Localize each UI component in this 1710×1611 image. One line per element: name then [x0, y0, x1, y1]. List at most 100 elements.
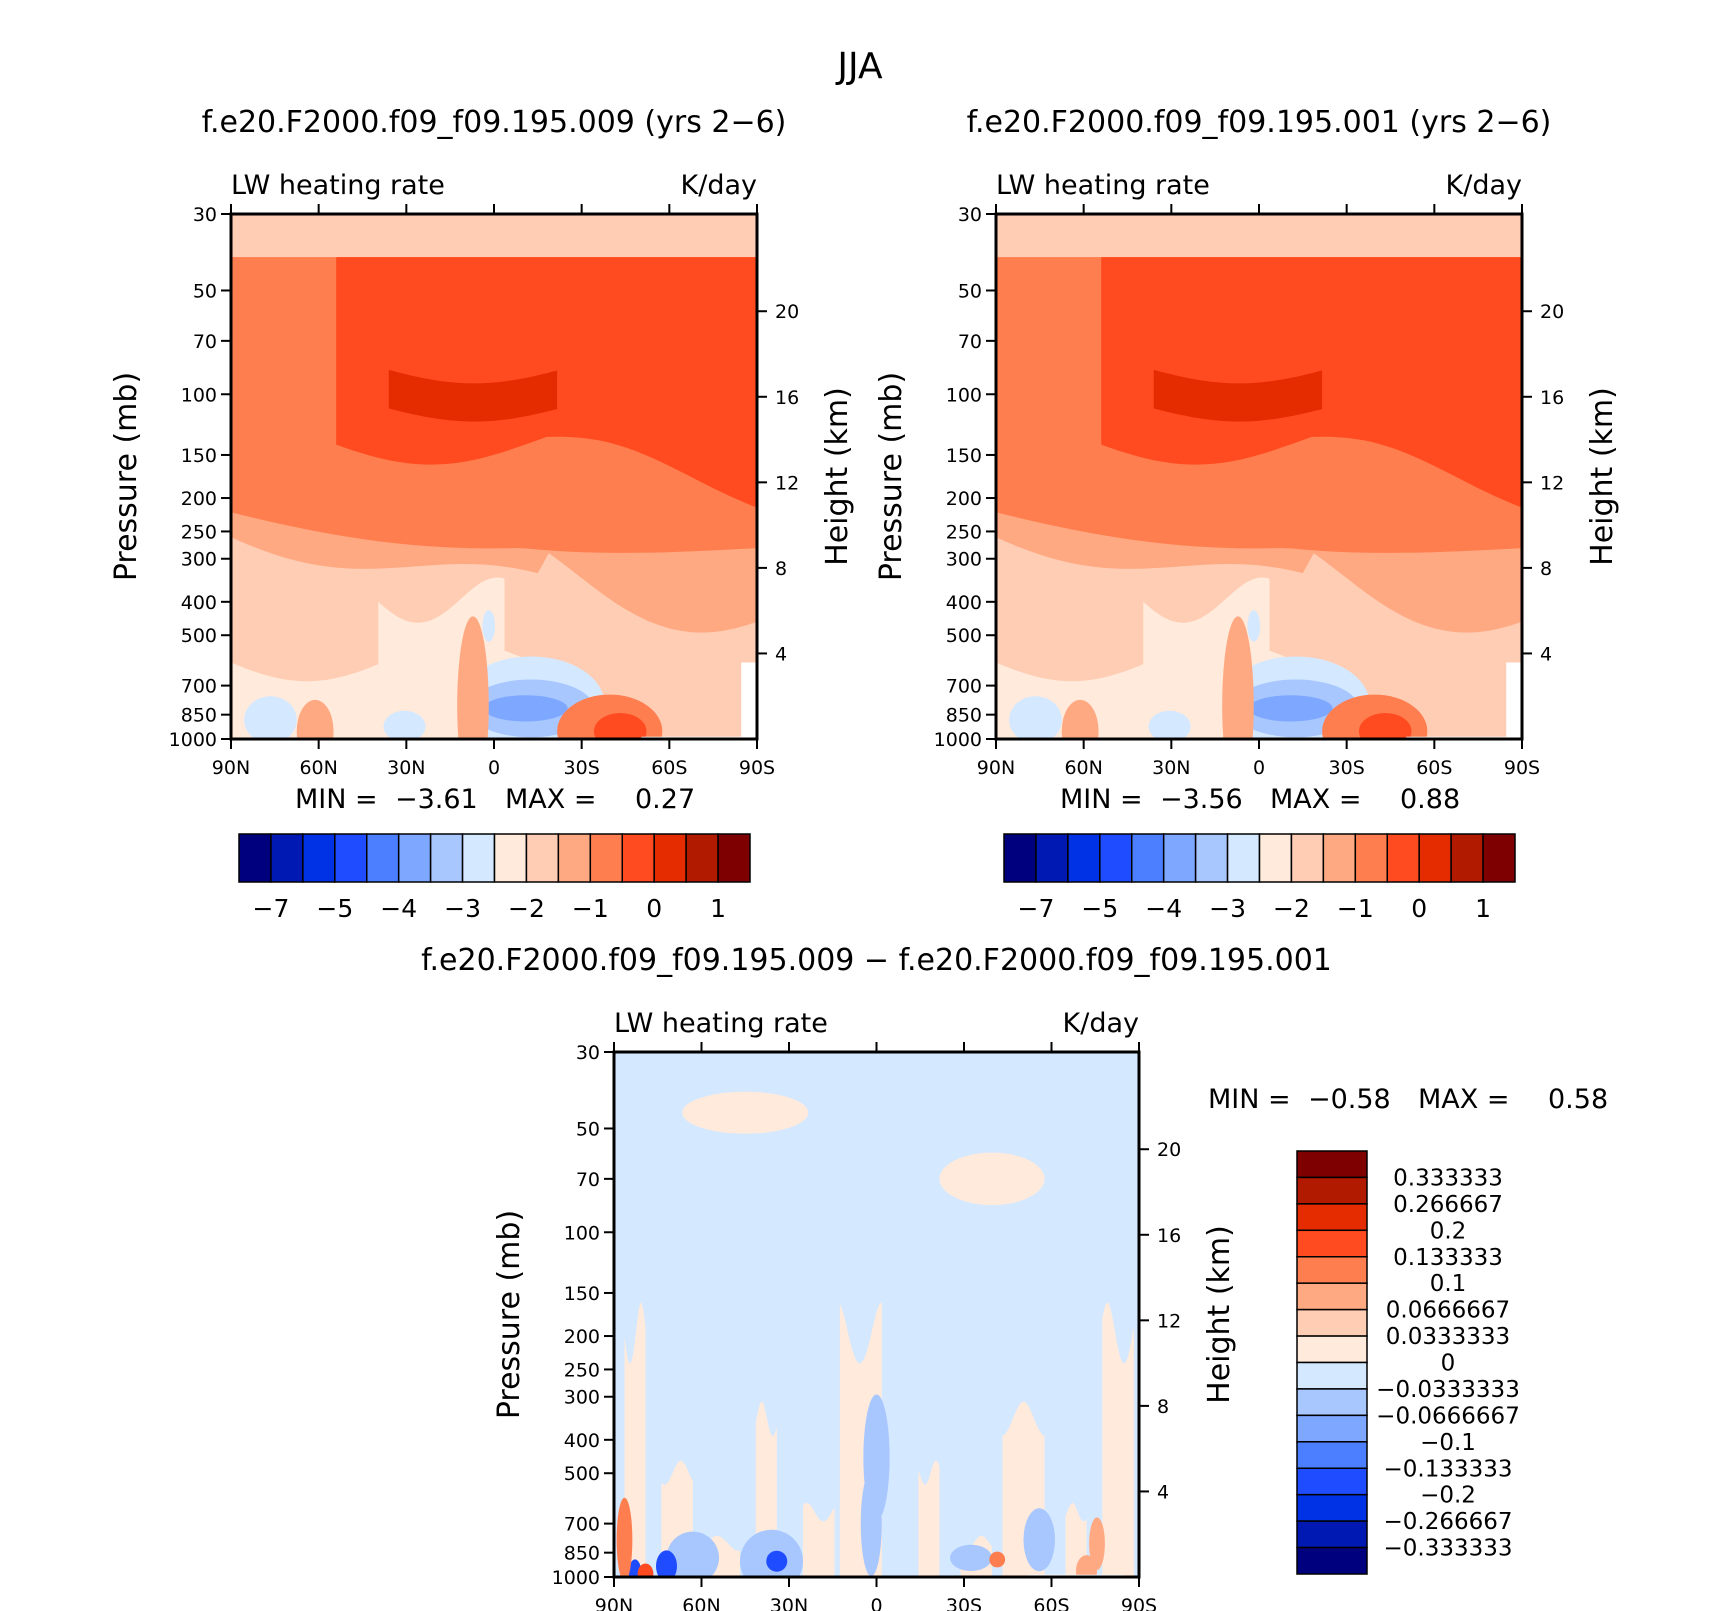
y2-tick-label: 20 — [775, 301, 799, 323]
x-tick-label: 0 — [488, 757, 500, 779]
colorbar-label: −0.0666667 — [1376, 1403, 1520, 1429]
stat-min-value: −3.61 — [395, 784, 478, 815]
colorbar-swatch — [1482, 833, 1516, 883]
colorbar-label: −7 — [253, 894, 290, 923]
contour-level — [624, 1302, 646, 1577]
contour-level — [918, 1460, 940, 1577]
x-tick-label: 30N — [770, 1595, 808, 1611]
stat-min-label: MIN = — [1060, 784, 1143, 815]
contour-level — [1222, 616, 1254, 739]
stat-max-label: MAX = — [505, 784, 596, 815]
colorbar-label: −4 — [380, 894, 417, 923]
colorbar-swatch — [1290, 833, 1325, 883]
colorbar-swatch — [1226, 833, 1261, 883]
colorbar-swatch — [1296, 1150, 1368, 1179]
colorbar-swatch — [366, 833, 400, 883]
x-tick-label: 0 — [1253, 757, 1265, 779]
colorbar-swatch — [557, 833, 592, 883]
contour-level — [244, 696, 297, 739]
colorbar-swatch — [1296, 1493, 1368, 1522]
x-tick-label: 30N — [1152, 757, 1190, 779]
panel-right-label: K/day — [1446, 170, 1522, 201]
x-tick-label: 0 — [870, 1595, 882, 1611]
y2-tick-label: 12 — [775, 472, 799, 494]
colorbar-label: 0.0333333 — [1386, 1324, 1510, 1350]
colorbar-swatch — [334, 833, 368, 883]
y-tick-label: 850 — [946, 705, 982, 727]
stat-max-label: MAX = — [1270, 784, 1361, 815]
contour-level — [482, 610, 496, 642]
x-tick-label: 30N — [387, 757, 425, 779]
colorbar-swatch — [1450, 833, 1484, 883]
y2-axis-label: Height (km) — [820, 387, 855, 566]
colorbar-swatch — [270, 833, 304, 883]
colorbar-label: 0 — [1441, 1351, 1456, 1377]
colorbar-swatch — [685, 833, 719, 883]
colorbar-swatch — [653, 833, 687, 883]
y-axis-label: Pressure (mb) — [874, 372, 909, 581]
y-tick-label: 150 — [564, 1283, 600, 1305]
colorbar-swatch — [1258, 833, 1293, 883]
contour-level — [682, 1091, 809, 1134]
colorbar-label: 0.1 — [1430, 1271, 1467, 1297]
y-tick-label: 700 — [564, 1514, 600, 1536]
contour-level — [1101, 218, 1522, 508]
contour-level — [1009, 696, 1062, 739]
y-tick-label: 200 — [564, 1326, 600, 1348]
y-tick-label: 850 — [564, 1543, 600, 1565]
figure-title: JJA — [835, 46, 883, 87]
contour-field — [996, 214, 1522, 739]
contour-level — [1358, 712, 1412, 739]
contour-level — [656, 1550, 677, 1577]
y-tick-label: 150 — [946, 445, 982, 467]
colorbar-label: −4 — [1145, 894, 1182, 923]
colorbar-swatch — [1296, 1308, 1368, 1337]
colorbar-label: −3 — [1209, 894, 1246, 923]
colorbar-1: −7 −5 −4 −3 −2 −1 0 1 — [238, 833, 751, 923]
y-tick-label: 70 — [193, 331, 217, 353]
y-tick-label: 300 — [181, 549, 217, 571]
colorbar-swatch — [1099, 833, 1133, 883]
x-tick-label: 30S — [564, 757, 600, 779]
y2-tick-label: 16 — [1157, 1225, 1181, 1247]
contour-level — [939, 1152, 1045, 1206]
x-tick-label: 60S — [1033, 1595, 1069, 1611]
colorbar-swatch — [1296, 1467, 1368, 1496]
colorbar-swatch — [1296, 1256, 1368, 1284]
y-tick-label: 850 — [181, 705, 217, 727]
colorbar-label: −1 — [572, 894, 609, 923]
stat-min-label: MIN = — [1208, 1084, 1291, 1115]
colorbar-swatch — [1296, 1229, 1368, 1258]
colorbar-label: 0.266667 — [1393, 1192, 1503, 1218]
y-tick-label: 500 — [564, 1463, 600, 1485]
y2-tick-label: 4 — [1157, 1481, 1169, 1503]
colorbar-label: 0 — [646, 894, 662, 923]
y2-tick-label: 8 — [1540, 558, 1552, 580]
panel-3: f.e20.F2000.f09_f09.195.009 − f.e20.F200… — [421, 943, 1608, 1611]
colorbar-swatch — [525, 833, 560, 883]
y2-axis-label: Height (km) — [1585, 387, 1620, 566]
colorbar-swatch — [1131, 833, 1165, 883]
contour-level — [383, 710, 426, 739]
contour-field — [231, 214, 757, 739]
x-tick-label: 60N — [682, 1595, 720, 1611]
colorbar-label: −0.333333 — [1383, 1536, 1512, 1562]
colorbar-label: 1 — [710, 894, 726, 923]
colorbar-swatch — [397, 833, 432, 883]
contour-level — [1061, 699, 1099, 739]
y-tick-label: 1000 — [552, 1567, 600, 1589]
y-tick-label: 250 — [946, 521, 982, 543]
stat-max-value: 0.58 — [1548, 1084, 1608, 1115]
contour-level — [803, 1503, 835, 1577]
colorbar-swatch — [1386, 833, 1420, 883]
panel-right-label: K/day — [681, 170, 757, 201]
x-tick-label: 90N — [977, 757, 1015, 779]
colorbar-swatch — [717, 833, 751, 883]
y2-tick-label: 20 — [1540, 301, 1564, 323]
contour-level — [483, 695, 568, 722]
stat-max-label: MAX = — [1418, 1084, 1509, 1115]
colorbar-label: 0.133333 — [1393, 1245, 1503, 1271]
y-tick-label: 300 — [946, 549, 982, 571]
y-tick-label: 500 — [181, 625, 217, 647]
colorbar-swatch — [1296, 1388, 1368, 1417]
